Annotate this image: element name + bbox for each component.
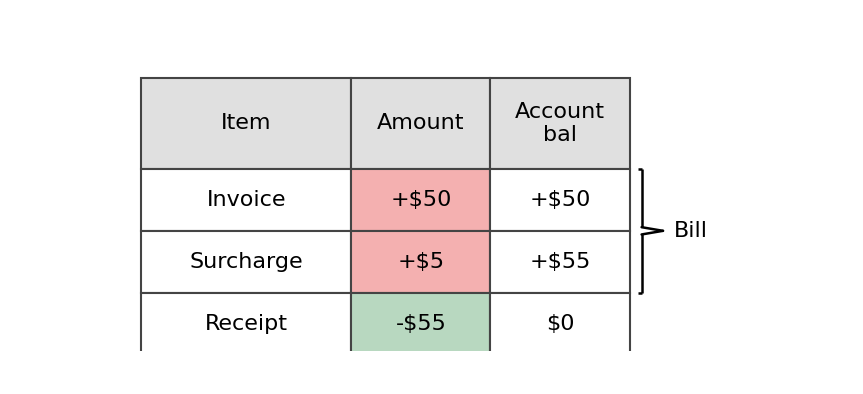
Bar [142, 169, 351, 231]
Bar [351, 169, 490, 231]
Bar [142, 78, 351, 169]
Text: $0: $0 [545, 314, 574, 334]
Text: Surcharge: Surcharge [190, 252, 303, 272]
Bar [351, 231, 490, 293]
Text: +$55: +$55 [529, 252, 590, 272]
Bar [351, 78, 490, 169]
Text: Amount: Amount [377, 113, 464, 133]
Bar [351, 293, 490, 355]
Bar [142, 231, 351, 293]
Text: +$50: +$50 [529, 190, 590, 210]
Text: Account
bal: Account bal [515, 102, 605, 145]
Text: Receipt: Receipt [205, 314, 287, 334]
Text: +$50: +$50 [390, 190, 451, 210]
Text: Bill: Bill [674, 221, 708, 241]
Text: Invoice: Invoice [206, 190, 286, 210]
Bar [490, 78, 629, 169]
Bar [142, 293, 351, 355]
Bar [490, 293, 629, 355]
Bar [490, 169, 629, 231]
Text: -$55: -$55 [395, 314, 446, 334]
Text: Item: Item [221, 113, 272, 133]
Bar [490, 231, 629, 293]
Text: +$5: +$5 [397, 252, 444, 272]
